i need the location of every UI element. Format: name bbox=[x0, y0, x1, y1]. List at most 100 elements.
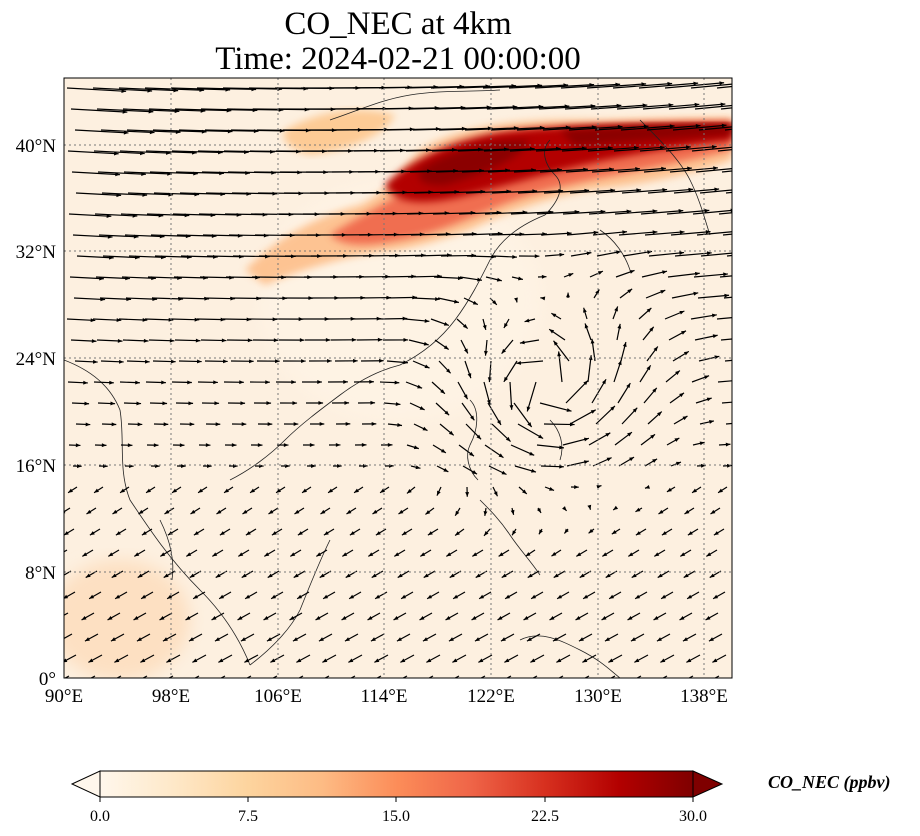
wind-vector-head bbox=[740, 187, 745, 191]
wind-vector-head bbox=[652, 230, 658, 235]
wind-vector-head bbox=[679, 251, 685, 255]
wind-vector-head bbox=[476, 434, 482, 440]
wind-vector bbox=[562, 210, 606, 215]
wind-vector bbox=[74, 129, 129, 134]
wind-vector bbox=[198, 213, 242, 216]
wind-vector-head bbox=[163, 573, 169, 578]
wind-vector-head bbox=[419, 616, 425, 620]
wind-vector bbox=[118, 318, 148, 321]
wind-vector-head bbox=[576, 552, 582, 557]
wind-vector bbox=[100, 129, 155, 134]
wind-vector-head bbox=[325, 338, 331, 342]
wind-vector-head bbox=[574, 485, 579, 490]
wind-vector bbox=[721, 401, 732, 404]
wind-vector-head bbox=[167, 531, 173, 536]
wind-vector-head bbox=[606, 457, 612, 462]
wind-vector-head bbox=[367, 616, 373, 620]
wind-vector bbox=[718, 212, 732, 215]
wind-vector-head bbox=[369, 379, 374, 384]
wind-vector-head bbox=[718, 488, 723, 493]
wind-vector bbox=[150, 234, 191, 237]
wind-vector-head bbox=[218, 658, 224, 663]
wind-vector-head bbox=[634, 658, 640, 663]
wind-vector-head bbox=[748, 123, 753, 127]
wind-vector-head bbox=[348, 658, 354, 663]
wind-vector-head bbox=[448, 637, 454, 642]
wind-vector bbox=[534, 84, 595, 89]
wind-vector-head bbox=[215, 422, 221, 427]
wind-vector-head bbox=[602, 379, 607, 385]
lat-tick-label: 32°N bbox=[16, 242, 57, 263]
wind-vector bbox=[665, 145, 717, 152]
wind-vector-head bbox=[141, 594, 147, 599]
wind-vector bbox=[484, 211, 528, 215]
wind-vector bbox=[97, 171, 146, 175]
wind-vector-head bbox=[107, 680, 112, 684]
wind-vector-head bbox=[530, 658, 536, 663]
wind-vector-head bbox=[541, 274, 547, 279]
wind-vector bbox=[64, 507, 71, 513]
longitude-axis: 90°E 98°E 106°E 114°E 122°E 130°E 138°E bbox=[45, 686, 728, 707]
wind-vector bbox=[64, 675, 70, 678]
wind-vector-head bbox=[611, 530, 617, 535]
wind-vector-head bbox=[463, 394, 468, 400]
wind-vector-head bbox=[353, 358, 358, 363]
wind-vector-head bbox=[318, 401, 324, 405]
wind-vector bbox=[432, 212, 476, 215]
wind-vector-head bbox=[559, 445, 564, 450]
wind-vector-head bbox=[140, 658, 146, 663]
wind-vector bbox=[588, 210, 632, 215]
wind-vector-head bbox=[551, 551, 557, 557]
wind-vector-head bbox=[85, 573, 91, 578]
wind-vector-head bbox=[662, 270, 668, 275]
wind-vector-head bbox=[479, 594, 485, 599]
wind-vector bbox=[669, 167, 718, 173]
wind-vector-head bbox=[393, 616, 399, 620]
wind-vector-head bbox=[583, 307, 587, 313]
wind-vector bbox=[725, 191, 732, 194]
wind-vector-head bbox=[436, 490, 441, 496]
wind-vector-head bbox=[646, 307, 652, 313]
wind-vector-head bbox=[491, 254, 497, 259]
wind-vector-head bbox=[632, 407, 638, 413]
wind-vector-head bbox=[736, 421, 741, 425]
wind-vector-head bbox=[397, 423, 403, 427]
wind-vector bbox=[457, 148, 509, 152]
wind-vector-head bbox=[661, 594, 667, 599]
wind-vector bbox=[591, 168, 640, 173]
wind-vector-head bbox=[627, 616, 633, 620]
wind-vector bbox=[509, 381, 513, 410]
wind-vector bbox=[670, 230, 711, 236]
lat-tick-label: 40°N bbox=[16, 136, 57, 157]
wind-vector bbox=[673, 188, 720, 194]
wind-vector-head bbox=[435, 297, 440, 301]
wind-vector bbox=[465, 190, 512, 194]
wind-vector bbox=[178, 129, 233, 133]
wind-vector bbox=[460, 106, 518, 110]
wind-vector-head bbox=[84, 637, 90, 642]
lon-tick-label: 122°E bbox=[467, 686, 515, 707]
wind-vector-head bbox=[470, 415, 475, 421]
wind-vector-head bbox=[263, 680, 268, 684]
wind-vector-head bbox=[167, 594, 173, 599]
wind-vector-head bbox=[531, 594, 537, 599]
wind-vector bbox=[127, 192, 174, 196]
wind-vector-head bbox=[635, 531, 641, 536]
wind-vector-head bbox=[575, 680, 580, 684]
wind-vector-head bbox=[267, 422, 273, 427]
wind-vector-head bbox=[549, 487, 555, 491]
wind-vector-head bbox=[523, 616, 529, 620]
wind-vector-head bbox=[496, 419, 501, 425]
wind-vector-head bbox=[350, 316, 356, 321]
wind-vector-head bbox=[679, 392, 685, 398]
wind-vector bbox=[517, 190, 564, 194]
wind-vector bbox=[699, 189, 732, 194]
wind-vector bbox=[461, 169, 510, 173]
wind-vector-head bbox=[669, 124, 675, 129]
wind-vector-head bbox=[483, 350, 488, 356]
wind-vector-head bbox=[181, 464, 186, 469]
wind-vector bbox=[436, 233, 477, 236]
wind-vector bbox=[118, 87, 179, 92]
wind-vector-head bbox=[629, 270, 635, 274]
wind-vector-head bbox=[133, 680, 138, 684]
